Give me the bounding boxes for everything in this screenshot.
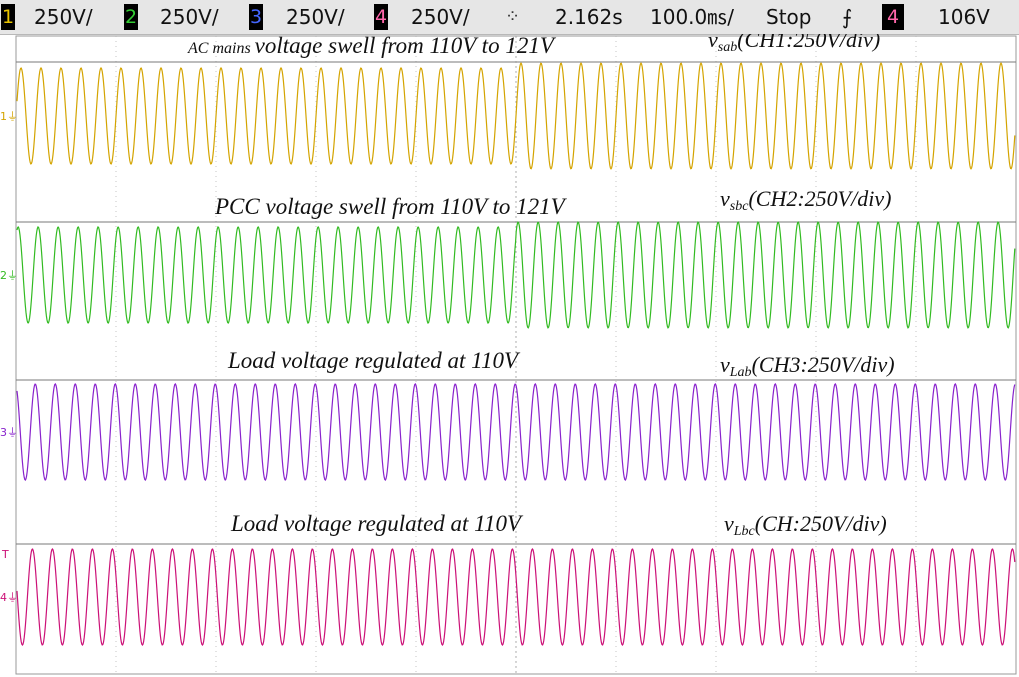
time-position[interactable]: 2.162s [555, 5, 623, 29]
waveform-caption-ch2: PCC voltage swell from 110V to 121V [214, 194, 568, 219]
channel-4-badge[interactable]: 4 [374, 4, 388, 30]
ground-marker-4[interactable]: 4⏚ [0, 591, 18, 604]
waveform-name-ch1: vsab(CH1:250V/div) [708, 34, 880, 55]
channel-2-badge[interactable]: 2 [124, 4, 138, 30]
waveforms [16, 62, 1016, 647]
waveform-caption-ch4: Load voltage regulated at 110V [230, 511, 524, 536]
waveform-ch1 [16, 62, 1016, 170]
channel-2-scale: 250V/ [160, 5, 219, 29]
falling-edge-icon[interactable]: ⨍ [842, 5, 853, 29]
time-scale[interactable]: 100.0㎳/ [650, 5, 734, 29]
acquisition-icon[interactable]: ⁘ [505, 6, 521, 27]
run-state[interactable]: Stop [766, 5, 812, 29]
waveform-labels: AC mains voltage swell from 110V to 121V… [187, 34, 895, 539]
waveform-name-ch3: vLab(CH3:250V/div) [720, 352, 895, 380]
trigger-marker[interactable]: T [1, 548, 9, 561]
trigger-level[interactable]: 106V [938, 5, 990, 29]
waveform-name-ch4: vLbc(CH:250V/div) [724, 511, 887, 539]
channel-4-scale: 250V/ [411, 5, 470, 29]
ground-marker-1[interactable]: 1⏚ [0, 110, 18, 123]
ground-marker-2[interactable]: 2⏚ [0, 269, 18, 282]
ground-marker-3[interactable]: 3⏚ [0, 426, 18, 439]
channel-3-scale: 250V/ [286, 5, 345, 29]
channel-1-scale: 250V/ [34, 5, 93, 29]
status-bar: 1 250V/ 2 250V/ 3 250V/ 4 250V/ ⁘ 2.162s… [0, 0, 1019, 35]
waveform-ch3 [16, 382, 1016, 482]
waveform-caption-ch1: AC mains voltage swell from 110V to 121V [187, 34, 557, 58]
oscilloscope-display: 1⏚ 2⏚ 3⏚ 4⏚ T AC mains voltage swell from 11… [0, 34, 1017, 675]
graticule [15, 35, 1017, 675]
waveform-ch4 [16, 547, 1016, 647]
channel-3-badge[interactable]: 3 [249, 4, 263, 30]
waveform-caption-ch3: Load voltage regulated at 110V [227, 348, 521, 373]
waveform-name-ch2: vsbc(CH2:250V/div) [720, 186, 891, 214]
waveform-ch2 [16, 221, 1016, 329]
trigger-source-badge[interactable]: 4 [882, 4, 904, 30]
channel-1-badge[interactable]: 1 [1, 4, 15, 30]
ground-markers: 1⏚ 2⏚ 3⏚ 4⏚ T [0, 110, 18, 604]
